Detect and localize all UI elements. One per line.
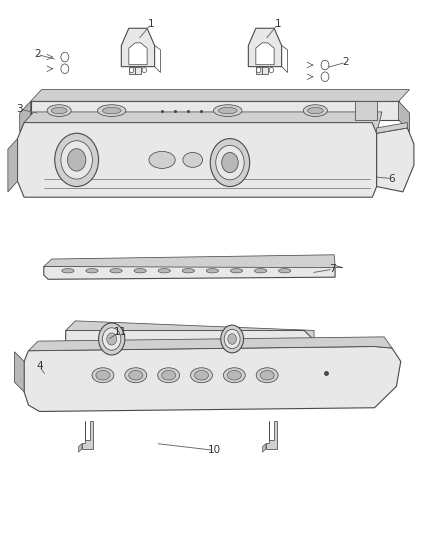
Circle shape <box>102 328 121 350</box>
Polygon shape <box>266 421 277 449</box>
Polygon shape <box>78 443 82 452</box>
Ellipse shape <box>129 370 143 380</box>
Circle shape <box>61 64 69 74</box>
Polygon shape <box>248 28 282 67</box>
Text: 6: 6 <box>389 174 396 183</box>
Ellipse shape <box>279 269 291 273</box>
Circle shape <box>221 325 244 353</box>
Polygon shape <box>377 123 407 133</box>
Circle shape <box>142 67 146 72</box>
Text: 4: 4 <box>36 361 43 371</box>
Text: 2: 2 <box>343 58 350 67</box>
Circle shape <box>67 149 86 171</box>
Polygon shape <box>82 421 93 449</box>
Ellipse shape <box>102 107 121 114</box>
Ellipse shape <box>219 107 237 114</box>
Polygon shape <box>20 101 31 132</box>
Polygon shape <box>28 337 392 351</box>
Ellipse shape <box>96 370 110 380</box>
Ellipse shape <box>92 368 114 383</box>
Ellipse shape <box>256 368 278 383</box>
Ellipse shape <box>162 370 176 380</box>
Polygon shape <box>377 128 414 192</box>
Circle shape <box>99 323 125 355</box>
Ellipse shape <box>194 370 208 380</box>
Polygon shape <box>399 101 410 132</box>
Polygon shape <box>66 330 314 357</box>
Ellipse shape <box>149 151 175 168</box>
Polygon shape <box>256 43 274 64</box>
Circle shape <box>61 141 92 179</box>
Ellipse shape <box>214 104 242 117</box>
Ellipse shape <box>254 269 267 273</box>
Polygon shape <box>135 67 141 74</box>
Circle shape <box>222 152 238 173</box>
Polygon shape <box>44 262 335 279</box>
Circle shape <box>257 67 261 72</box>
Ellipse shape <box>206 269 219 273</box>
Circle shape <box>210 139 250 187</box>
Polygon shape <box>129 43 147 64</box>
Polygon shape <box>18 123 377 197</box>
Circle shape <box>61 52 69 62</box>
Ellipse shape <box>110 269 122 273</box>
Ellipse shape <box>182 269 194 273</box>
Polygon shape <box>121 28 155 67</box>
Polygon shape <box>129 67 134 74</box>
Polygon shape <box>24 346 401 411</box>
Ellipse shape <box>47 104 71 117</box>
Ellipse shape <box>223 368 245 383</box>
Text: 11: 11 <box>114 327 127 336</box>
Circle shape <box>107 333 117 345</box>
Polygon shape <box>355 101 377 120</box>
Polygon shape <box>24 112 382 133</box>
Text: 3: 3 <box>16 104 23 114</box>
Circle shape <box>269 67 273 72</box>
Ellipse shape <box>86 269 98 273</box>
Circle shape <box>216 146 244 180</box>
Circle shape <box>321 72 329 82</box>
Polygon shape <box>256 67 261 74</box>
Text: 2: 2 <box>34 50 41 59</box>
Ellipse shape <box>62 269 74 273</box>
Ellipse shape <box>158 269 170 273</box>
Ellipse shape <box>125 368 147 383</box>
Polygon shape <box>14 352 24 392</box>
Polygon shape <box>31 101 399 120</box>
Ellipse shape <box>227 370 241 380</box>
Circle shape <box>130 67 134 72</box>
Ellipse shape <box>51 107 67 114</box>
Polygon shape <box>262 443 266 452</box>
Text: 1: 1 <box>148 19 155 29</box>
Ellipse shape <box>183 152 202 167</box>
Ellipse shape <box>158 368 180 383</box>
Circle shape <box>224 329 240 349</box>
Circle shape <box>55 133 99 187</box>
Text: 10: 10 <box>208 446 221 455</box>
Polygon shape <box>8 139 18 192</box>
Ellipse shape <box>134 269 146 273</box>
Ellipse shape <box>191 368 212 383</box>
Circle shape <box>228 334 237 344</box>
Ellipse shape <box>303 104 328 117</box>
Text: 1: 1 <box>275 19 282 29</box>
Polygon shape <box>31 90 410 101</box>
Ellipse shape <box>230 269 243 273</box>
Ellipse shape <box>260 370 274 380</box>
Ellipse shape <box>97 104 126 117</box>
Polygon shape <box>44 255 343 268</box>
Polygon shape <box>66 321 314 340</box>
Text: 7: 7 <box>329 264 336 274</box>
Ellipse shape <box>307 107 323 114</box>
Polygon shape <box>262 67 268 74</box>
Circle shape <box>321 60 329 70</box>
